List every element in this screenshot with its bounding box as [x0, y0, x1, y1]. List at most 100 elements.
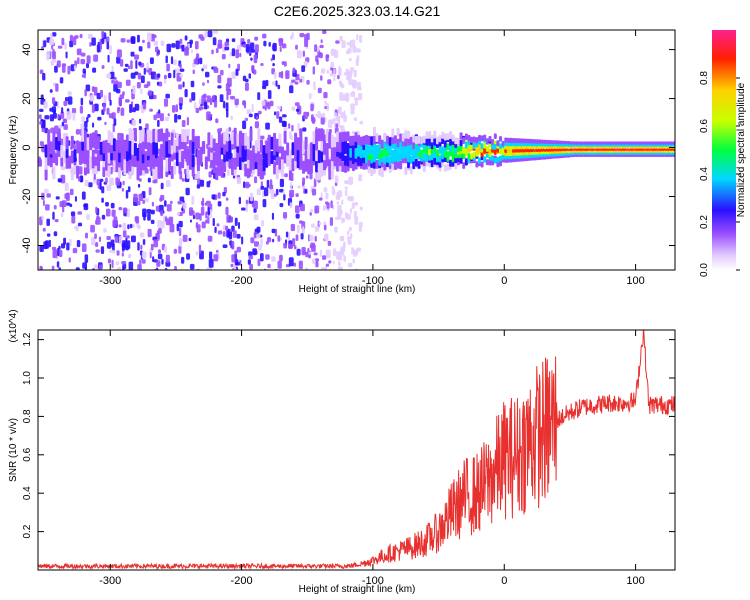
- heatmap-ridge-cell: [309, 142, 313, 156]
- heatmap-noise-cell: [295, 234, 299, 241]
- heatmap-noise-cell: [272, 238, 275, 243]
- heatmap-noise-cell: [271, 256, 276, 262]
- heatmap-ridge-cell: [89, 156, 93, 170]
- heatmap-ridge-cell: [659, 141, 663, 145]
- heatmap-ridge-cell: [44, 156, 48, 170]
- heatmap-noise-cell: [39, 157, 42, 167]
- snr-y-label: SNR (10 * v/v): [8, 418, 19, 482]
- heatmap-noise-cell: [311, 223, 315, 228]
- heatmap-noise-cell: [66, 202, 71, 206]
- heatmap-ridge-cell: [359, 136, 363, 147]
- heatmap-ridge-cell: [323, 157, 326, 171]
- heatmap-noise-cell: [318, 52, 323, 59]
- heatmap-ridge-cell: [246, 147, 250, 160]
- heatmap-noise-cell: [232, 230, 237, 238]
- heatmap-ridge-cell: [548, 140, 552, 144]
- heatmap-ridge-cell: [433, 138, 437, 146]
- heatmap-noise-cell: [262, 80, 267, 87]
- heatmap-noise-cell: [86, 116, 89, 123]
- heatmap-noise-cell: [132, 85, 136, 94]
- heatmap-noise-cell: [279, 254, 283, 262]
- heatmap-noise-cell: [49, 114, 54, 122]
- heatmap-noise-cell: [84, 179, 89, 187]
- heatmap-ridge-cell: [260, 166, 263, 180]
- heatmap-ridge-cell: [165, 140, 169, 154]
- heatmap-ridge-cell: [420, 149, 424, 158]
- heatmap-y-tick-label: 40: [21, 43, 33, 55]
- heatmap-noise-cell: [136, 200, 141, 206]
- heatmap-noise-cell: [95, 206, 98, 214]
- heatmap-ridge-cell: [351, 135, 355, 146]
- heatmap-noise-cell: [230, 95, 235, 100]
- heatmap-ridge-cell: [522, 138, 526, 144]
- heatmap-noise-cell: [312, 66, 315, 75]
- heatmap-noise-cell: [281, 70, 284, 79]
- heatmap-noise-cell: [46, 51, 51, 59]
- heatmap-noise-cell: [329, 72, 333, 77]
- heatmap-ridge-cell: [97, 149, 101, 163]
- heatmap-ridge-cell: [207, 148, 211, 162]
- heatmap-noise-cell: [157, 220, 162, 228]
- heatmap-noise-cell: [341, 217, 344, 224]
- heatmap-x-tick-label: -200: [231, 275, 253, 287]
- heatmap-noise-cell: [185, 187, 190, 196]
- heatmap-noise-cell: [198, 34, 204, 39]
- heatmap-ridge-cell: [509, 137, 513, 143]
- heatmap-noise-cell: [333, 76, 336, 82]
- heatmap-noise-cell: [297, 185, 301, 189]
- heatmap-noise-cell: [314, 235, 317, 242]
- heatmap-noise-cell: [336, 201, 340, 205]
- heatmap-noise-cell: [291, 124, 294, 132]
- heatmap-ridge-cell: [110, 132, 114, 146]
- heatmap-noise-cell: [156, 53, 159, 57]
- snr-x-label: Height of straight line (km): [299, 584, 416, 595]
- heatmap-noise-cell: [65, 51, 68, 59]
- heatmap-ridge-cell: [60, 144, 64, 158]
- heatmap-noise-cell: [79, 33, 83, 39]
- heatmap-noise-cell: [157, 119, 160, 127]
- heatmap-noise-cell: [235, 261, 240, 266]
- heatmap-ridge-cell: [551, 140, 555, 145]
- heatmap-noise-cell: [297, 224, 300, 234]
- heatmap-ridge-cell: [412, 153, 416, 162]
- heatmap-noise-cell: [149, 108, 153, 112]
- heatmap-ridge-cell: [388, 137, 392, 146]
- heatmap-noise-cell: [72, 36, 77, 46]
- heatmap-ridge-cell: [239, 130, 242, 144]
- heatmap-noise-cell: [343, 72, 347, 76]
- heatmap-noise-cell: [188, 237, 192, 242]
- heatmap-ridge-cell: [191, 141, 195, 155]
- heatmap-noise-cell: [106, 236, 111, 241]
- heatmap-ridge-cell: [375, 133, 379, 143]
- heatmap-ridge-cell: [538, 139, 542, 144]
- heatmap-noise-cell: [93, 54, 99, 62]
- heatmap-noise-cell: [224, 41, 230, 46]
- heatmap-ridge-cell: [648, 141, 652, 145]
- heatmap-noise-cell: [63, 100, 68, 106]
- heatmap-ridge-cell: [475, 137, 479, 144]
- heatmap-noise-cell: [254, 241, 259, 247]
- heatmap-noise-cell: [267, 263, 271, 269]
- heatmap-ridge-cell: [262, 145, 266, 159]
- heatmap-ridge-cell: [472, 151, 476, 159]
- heatmap-ridge-cell: [139, 130, 143, 144]
- heatmap-ridge-cell: [128, 158, 132, 172]
- heatmap-noise-cell: [344, 212, 348, 219]
- heatmap-ridge-cell: [338, 132, 342, 143]
- heatmap-ridge-cell: [349, 136, 353, 146]
- heatmap-ridge-cell: [296, 137, 300, 151]
- heatmap-noise-cell: [165, 55, 168, 64]
- heatmap-noise-cell: [118, 96, 122, 106]
- heatmap-noise-cell: [142, 199, 145, 204]
- heatmap-ridge-cell: [215, 143, 219, 156]
- heatmap-noise-cell: [166, 63, 170, 72]
- heatmap-noise-cell: [354, 97, 358, 106]
- heatmap-ridge-cell: [217, 150, 221, 164]
- heatmap-noise-cell: [215, 118, 219, 124]
- heatmap-ridge-cell: [569, 141, 573, 145]
- heatmap-noise-cell: [301, 65, 306, 72]
- heatmap-ridge-cell: [181, 129, 185, 142]
- heatmap-noise-cell: [267, 237, 272, 243]
- heatmap-ridge-cell: [443, 140, 447, 148]
- heatmap-noise-cell: [339, 235, 345, 242]
